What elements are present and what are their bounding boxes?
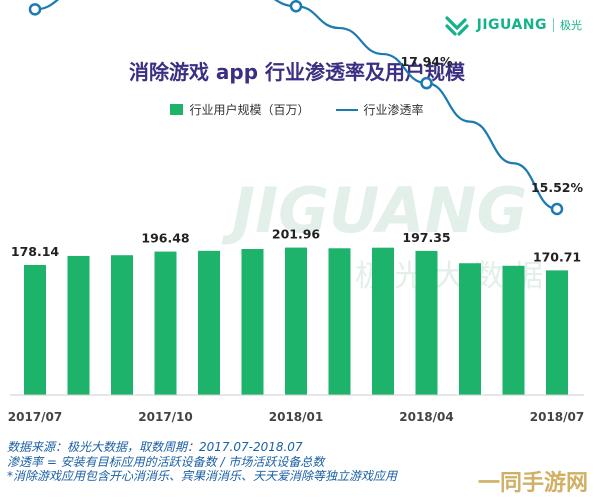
- chart-legend: 行业用户规模（百万） 行业渗透率: [0, 101, 594, 118]
- brand-divider: [553, 18, 554, 32]
- x-tick-label: 2018/01: [269, 410, 323, 424]
- source-notes: 数据来源：极光大数据，取数周期：2017.07-2018.07 渗透率 = 安装…: [7, 440, 397, 484]
- line-point: [420, 76, 433, 90]
- bar: [328, 248, 351, 395]
- penetration-line: [34, 0, 558, 211]
- bar: [198, 250, 220, 395]
- legend-line-label: 行业渗透率: [363, 103, 424, 117]
- line-point: [28, 3, 42, 16]
- brand-logo: JIGUANG 极光: [441, 10, 582, 40]
- bar: [241, 249, 264, 395]
- x-tick-label: 2018/04: [399, 410, 453, 424]
- note-line: *消除游戏应用包含开心消消乐、宾果消消乐、天天爱消除等独立游戏应用: [7, 469, 398, 483]
- legend-line-swatch: [335, 108, 358, 111]
- jiguang-logo-icon: [445, 16, 469, 36]
- x-tick-label: 2018/07: [530, 410, 584, 424]
- line-point: [550, 202, 564, 216]
- legend-bar-label: 行业用户规模（百万）: [189, 103, 310, 117]
- bar-data-label: 196.48: [141, 231, 189, 246]
- note-line: 数据来源：极光大数据，取数周期：2017.07-2018.07: [7, 440, 303, 454]
- bar: [285, 247, 307, 395]
- corner-watermark: 一同手游网: [477, 471, 588, 496]
- bar: [502, 265, 525, 395]
- watermark-text: JIGUANG: [221, 174, 527, 247]
- brand-name: JIGUANG: [476, 17, 547, 33]
- bar: [154, 251, 177, 395]
- chart-title: 消除游戏 app 行业渗透率及用户规模: [128, 60, 466, 84]
- brand-name-cn: 极光: [560, 19, 582, 32]
- x-tick-label: 2017/07: [8, 410, 62, 424]
- bar-data-label: 201.96: [272, 227, 321, 242]
- bar: [372, 247, 394, 395]
- line-point: [289, 0, 303, 13]
- bar: [111, 255, 133, 395]
- line-data-label: 15.52%: [531, 180, 584, 195]
- bar: [24, 264, 46, 395]
- bar-data-label: 178.14: [11, 244, 60, 259]
- bar-data-label: 197.35: [402, 230, 450, 245]
- legend-item-bar: 行业用户规模（百万）: [170, 101, 310, 118]
- bar: [459, 263, 481, 395]
- bar: [415, 250, 438, 395]
- legend-bar-swatch: [170, 104, 184, 115]
- bar: [546, 270, 568, 395]
- x-tick-label: 2017/10: [138, 410, 192, 424]
- note-line: 渗透率 = 安装有目标应用的活跃设备数 / 市场活跃设备总数: [7, 454, 325, 469]
- line-data-label: 17.94%: [400, 54, 453, 69]
- bar-data-label: 170.71: [533, 249, 581, 264]
- legend-item-line: 行业渗透率: [335, 101, 424, 118]
- bar: [67, 255, 90, 395]
